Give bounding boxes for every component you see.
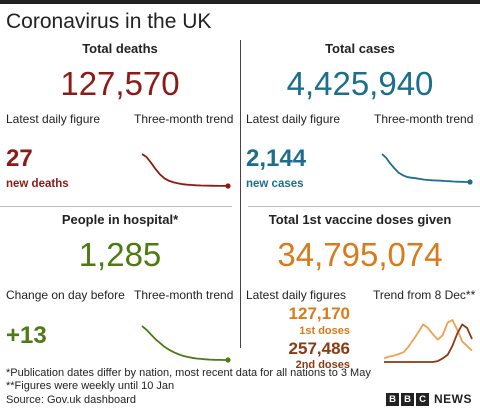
vaccine-trend-chart	[383, 319, 473, 363]
deaths-trend-end-point	[225, 183, 231, 189]
hospital-trend-chart	[141, 325, 231, 363]
cases-trend-line	[381, 153, 470, 183]
vaccine-panel: Total 1st vaccine doses given 34,795,074…	[240, 208, 480, 374]
deaths-daily-value: 27	[6, 145, 33, 172]
cases-daily-label: Latest daily figure	[246, 112, 341, 126]
hospital-daily-label: Change on day before	[6, 288, 125, 302]
vertical-divider	[240, 40, 241, 348]
vaccine-daily-label: Latest daily figures	[246, 288, 347, 302]
deaths-trend-line	[141, 153, 229, 187]
cases-trend-label: Three-month trend	[374, 112, 474, 126]
bbc-logo-c: C	[416, 392, 429, 406]
deaths-daily-sub: new deaths	[6, 178, 69, 190]
footnote-publication: *Publication dates differ by nation, mos…	[6, 367, 371, 379]
footnote-weekly: **Figures were weekly until 10 Jan	[6, 380, 175, 392]
vaccine-heading: Total 1st vaccine doses given	[268, 212, 452, 227]
vaccine-first-sub: 1st doses	[299, 325, 350, 337]
cases-trend-end-point	[467, 179, 473, 185]
vaccine-total: 34,795,074	[277, 236, 443, 273]
title-bar: Coronavirus in the UK	[0, 0, 480, 34]
vaccine-second-sub: 2nd doses	[295, 359, 350, 371]
cases-total: 4,425,940	[286, 65, 434, 102]
hospital-total: 1,285	[78, 236, 162, 273]
cases-heading: Total cases	[325, 41, 395, 56]
bbc-logo-news: NEWS	[434, 392, 472, 406]
deaths-trend-chart	[141, 153, 231, 189]
source-note: Source: Gov.uk dashboard	[6, 394, 137, 406]
bbc-news-logo: B B C NEWS	[386, 392, 472, 406]
hospital-trend-end-point	[225, 357, 231, 363]
hospital-heading: People in hospital*	[61, 212, 179, 227]
vaccine-trend-label: Trend from 8 Dec**	[373, 288, 476, 302]
vaccine-second-value: 257,486	[288, 339, 350, 358]
bbc-logo-b1: B	[386, 392, 399, 406]
hospital-trend-label: Three-month trend	[134, 288, 234, 302]
page-title: Coronavirus in the UK	[6, 10, 212, 33]
deaths-daily-label: Latest daily figure	[6, 112, 101, 126]
horizontal-divider-left	[0, 206, 232, 207]
deaths-panel: Total deaths 127,570 Latest daily figure…	[0, 38, 240, 204]
cases-daily-sub: new cases	[246, 178, 304, 190]
hospital-trend-line	[141, 325, 228, 361]
deaths-total: 127,570	[60, 65, 180, 102]
deaths-heading: Total deaths	[82, 41, 158, 56]
cases-panel: Total cases 4,425,940 Latest daily figur…	[240, 38, 480, 204]
vaccine-first-value: 127,170	[288, 304, 350, 323]
cases-trend-chart	[381, 153, 473, 185]
vaccine-2nd-trend-line	[384, 323, 473, 363]
vaccine-1st-trend-line	[383, 319, 473, 360]
hospital-panel: People in hospital* 1,285 Change on day …	[0, 208, 240, 374]
bbc-logo-b2: B	[401, 392, 414, 406]
horizontal-divider-right	[248, 206, 480, 207]
cases-daily-value: 2,144	[246, 145, 307, 172]
deaths-trend-label: Three-month trend	[134, 112, 234, 126]
hospital-daily-value: +13	[6, 322, 47, 349]
